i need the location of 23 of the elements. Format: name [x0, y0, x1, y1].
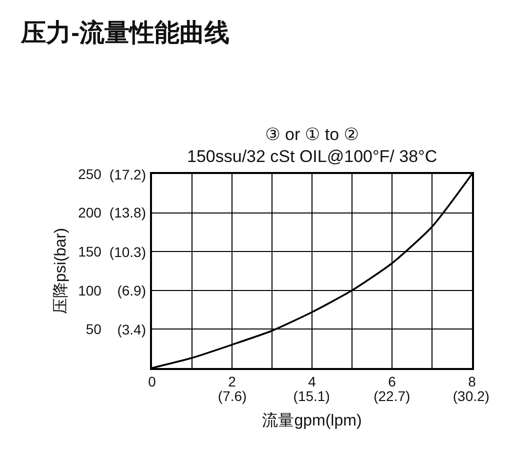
y2-tick-label: (6.9): [117, 282, 146, 298]
x-tick-label: 0: [148, 374, 156, 390]
x-tick-label: 4: [308, 374, 316, 390]
x-tick-label: 6: [388, 374, 396, 390]
chart-title: 压力-流量性能曲线: [20, 18, 230, 47]
y-tick-label: 200: [78, 204, 102, 221]
x2-tick-label: (22.7): [374, 388, 410, 404]
x-tick-label: 2: [228, 374, 236, 390]
y-tick-label: 150: [78, 244, 102, 260]
y2-tick-label: (3.4): [117, 322, 146, 338]
y-tick-label: 250: [78, 166, 102, 182]
x2-tick-label: (15.1): [293, 388, 330, 404]
x-tick-label: 8: [468, 374, 476, 390]
y2-tick-label: (13.8): [109, 204, 146, 221]
y2-tick-label: (10.3): [109, 244, 146, 260]
y-tick-label: 50: [86, 321, 102, 338]
y-tick-label: 100: [78, 282, 102, 298]
x-axis-title: 流量gpm(lpm): [262, 412, 362, 430]
x2-tick-label: (7.6): [218, 388, 247, 404]
x2-tick-label: (30.2): [452, 388, 490, 404]
chart-subtitle: ③ or ① to ② 150ssu/32 cSt OIL@100°F/ 38°C: [187, 125, 438, 166]
y-axis-title: 压降psi(bar): [52, 228, 70, 314]
y2-tick-label: (17.2): [109, 166, 146, 182]
